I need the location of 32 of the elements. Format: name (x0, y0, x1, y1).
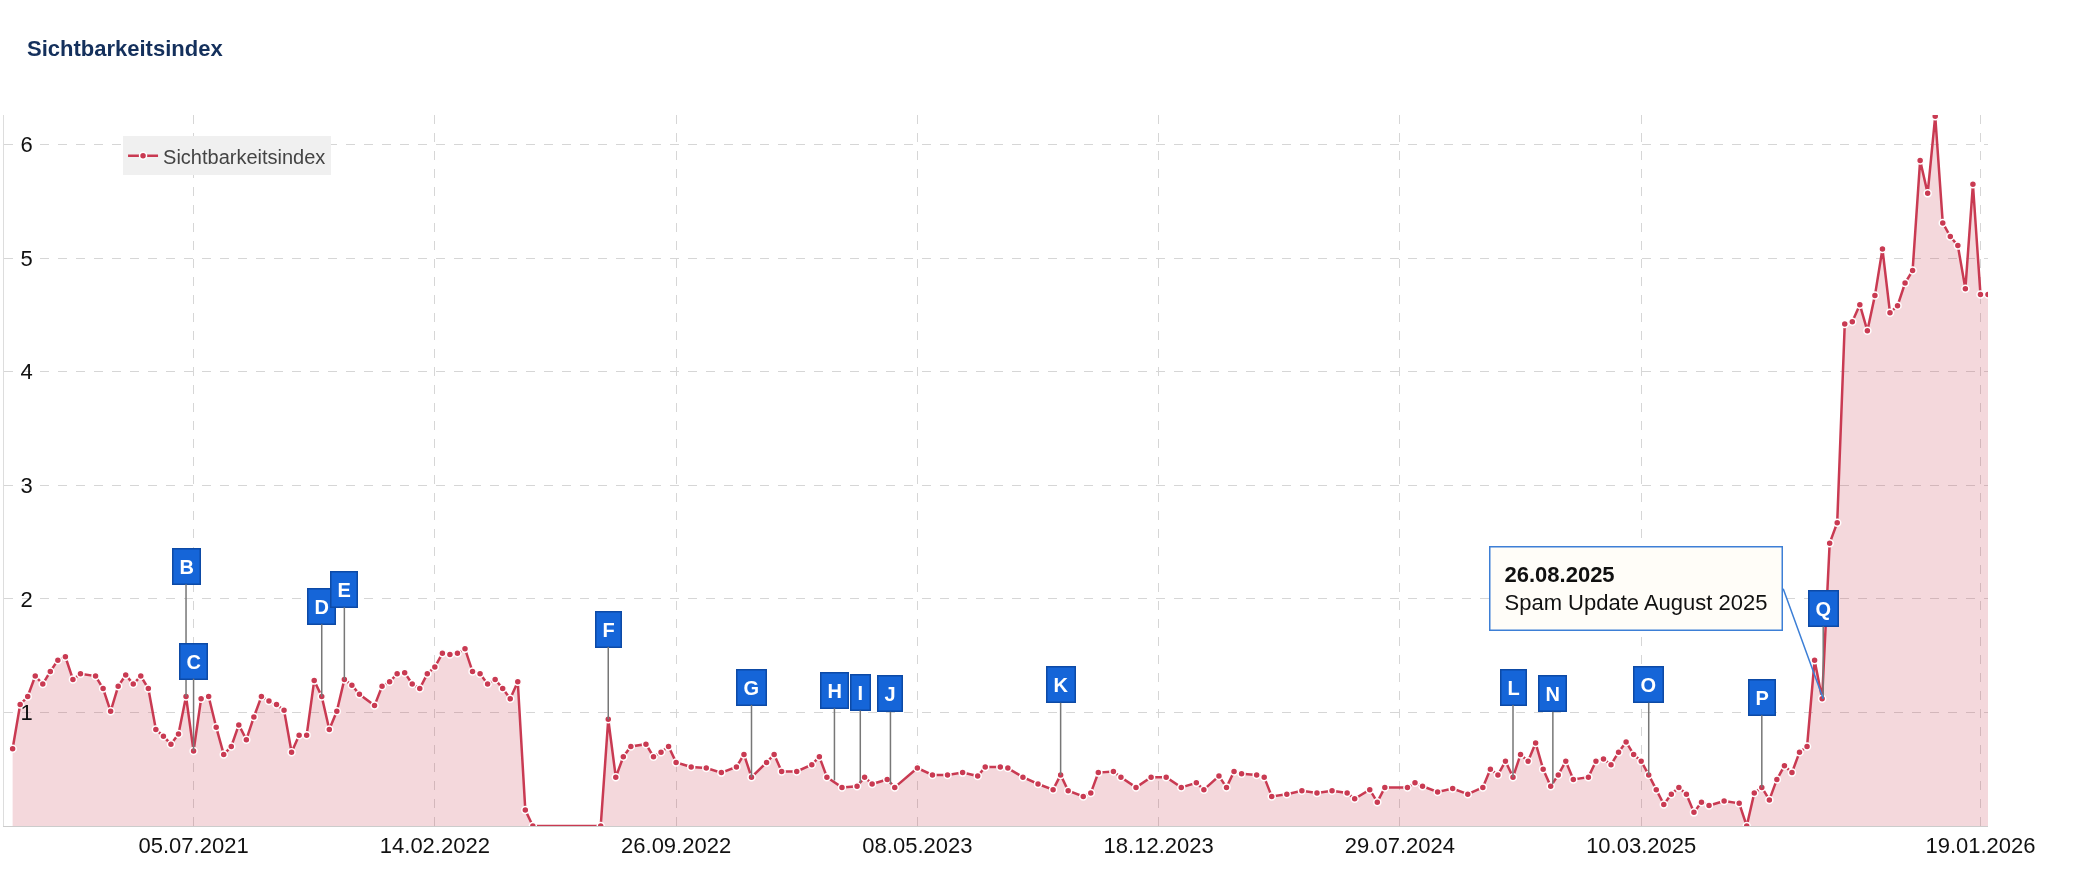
y-tick-label: 3 (20, 472, 33, 498)
x-tick-label: 08.05.2023 (862, 833, 973, 859)
y-tick-label: 2 (20, 586, 33, 612)
x-tick-label: 19.01.2026 (1925, 833, 2036, 859)
annotation: K (1053, 673, 1069, 696)
annotation: O (1640, 673, 1657, 696)
annotation: Q (1815, 597, 1832, 620)
x-tick-label: 10.03.2025 (1586, 833, 1697, 859)
annotation: D (314, 595, 329, 618)
x-tick-label: 05.07.2021 (138, 833, 249, 859)
annotation: G (743, 676, 760, 699)
y-tick-label: 4 (20, 359, 33, 385)
x-tick-label: 14.02.2022 (379, 833, 490, 859)
annotation: E (337, 578, 351, 601)
x-tick-label: 18.12.2023 (1103, 833, 1214, 859)
annotation: C (186, 650, 201, 673)
y-tick-label: 6 (20, 132, 33, 158)
annotation: B (179, 555, 194, 578)
legend-label: Sichtbarkeitsindex (163, 145, 326, 168)
annotation: H (827, 679, 842, 702)
annotation: L (1507, 676, 1520, 699)
y-tick-label: 1 (20, 700, 33, 726)
annotation: I (857, 681, 864, 704)
annotation: J (884, 682, 896, 705)
annotation: F (602, 618, 615, 641)
y-tick-label: 5 (20, 245, 33, 271)
annotation: 26.08.2025 Spam Update August 2025 (1504, 561, 1768, 616)
annotation: N (1545, 682, 1560, 705)
x-tick-label: 29.07.2024 (1344, 833, 1455, 859)
x-tick-label: 26.09.2022 (621, 833, 732, 859)
annotation: P (1755, 686, 1769, 709)
chart-title: Sichtbarkeitsindex (27, 35, 224, 61)
